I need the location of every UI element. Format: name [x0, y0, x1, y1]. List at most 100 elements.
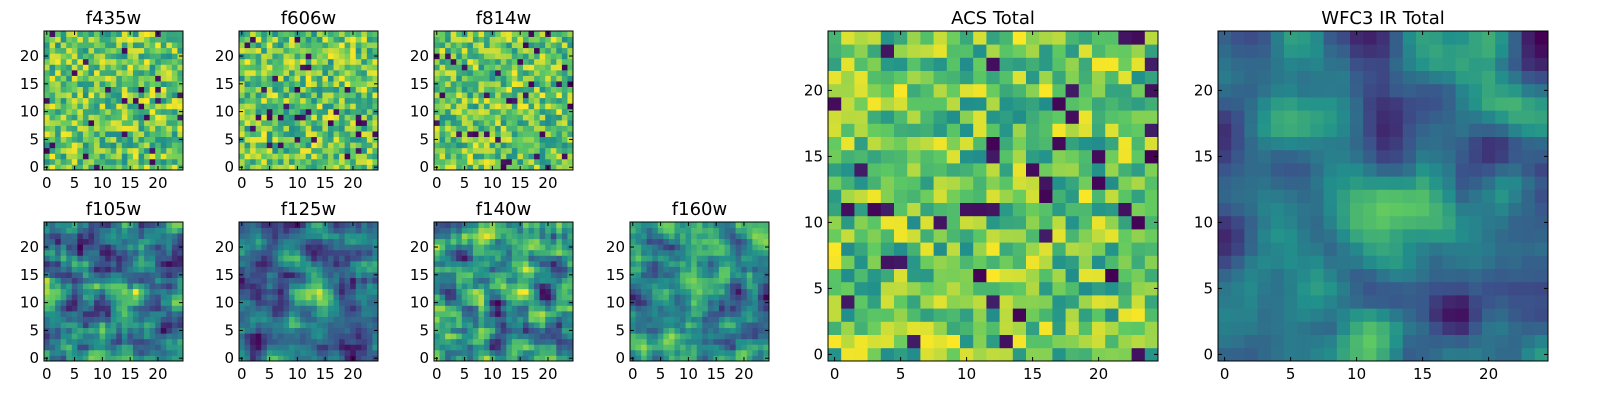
heatmap-cell — [267, 75, 273, 81]
heatmap-cell — [490, 266, 496, 272]
heatmap-cell — [534, 278, 540, 284]
heatmap-cell — [1066, 335, 1080, 349]
heatmap-cell — [133, 70, 139, 76]
heatmap-cell — [473, 250, 479, 256]
heatmap-cell — [166, 75, 172, 81]
heatmap-cell — [562, 339, 568, 345]
heatmap-cell — [881, 229, 895, 243]
heatmap-cell — [462, 305, 468, 311]
heatmap-cell — [55, 350, 61, 356]
heatmap-cell — [490, 305, 496, 311]
heatmap-cell — [311, 244, 317, 250]
heatmap-cell — [894, 321, 908, 335]
heatmap-cell — [127, 48, 133, 54]
heatmap-cell — [545, 48, 551, 54]
heatmap-cell — [534, 159, 540, 165]
heatmap-cell — [647, 339, 653, 345]
heatmap-cell — [1092, 308, 1106, 322]
heatmap-cell — [445, 322, 451, 328]
heatmap-cell — [150, 98, 156, 104]
heatmap-cell — [934, 348, 948, 362]
heatmap-cell — [88, 244, 94, 250]
heatmap-cell — [920, 163, 934, 177]
heatmap-cell — [172, 233, 178, 239]
heatmap-cell — [462, 328, 468, 334]
heatmap-cell — [322, 37, 328, 43]
heatmap-cell — [239, 48, 245, 54]
heatmap-cell — [702, 289, 708, 295]
heatmap-cell — [1026, 176, 1040, 190]
heatmap-cell — [540, 228, 546, 234]
heatmap-cell — [150, 70, 156, 76]
heatmap-cell — [328, 92, 334, 98]
heatmap-cell — [501, 261, 507, 267]
heatmap-cell — [133, 222, 139, 228]
heatmap-cell — [697, 255, 703, 261]
heatmap-cell — [523, 81, 529, 87]
heatmap-cell — [636, 328, 642, 334]
heatmap-cell — [161, 64, 167, 70]
heatmap-cell — [445, 126, 451, 132]
heatmap-cell — [462, 159, 468, 165]
heatmap-cell — [311, 53, 317, 59]
heatmap-cell — [61, 233, 67, 239]
heatmap-cell — [144, 300, 150, 306]
heatmap-cell — [1105, 203, 1119, 217]
heatmap-cell — [111, 75, 117, 81]
heatmap-cell — [367, 222, 373, 228]
heatmap-cell — [1066, 229, 1080, 243]
heatmap-cell — [239, 98, 245, 104]
heatmap-cell — [100, 148, 106, 154]
heatmap-cell — [501, 70, 507, 76]
heatmap-cell — [139, 233, 145, 239]
y-tick-label: 5 — [419, 130, 429, 148]
heatmap-cell — [934, 242, 948, 256]
heatmap-cell — [484, 92, 490, 98]
heatmap-cell — [551, 289, 557, 295]
heatmap-cell — [534, 350, 540, 356]
heatmap-cell — [636, 322, 642, 328]
heatmap-cell — [361, 311, 367, 317]
heatmap-cell — [306, 114, 312, 120]
heatmap-cell — [133, 59, 139, 65]
heatmap-cell — [529, 333, 535, 339]
heatmap-cell — [94, 300, 100, 306]
heatmap-cell — [658, 233, 664, 239]
heatmap-cell — [462, 137, 468, 143]
heatmap-cell — [111, 339, 117, 345]
heatmap-cell — [94, 64, 100, 70]
heatmap-cell — [523, 70, 529, 76]
heatmap-cell — [300, 109, 306, 115]
heatmap-cell — [127, 92, 133, 98]
heatmap-cell — [317, 70, 323, 76]
heatmap-cell — [686, 328, 692, 334]
heatmap-cell — [484, 31, 490, 37]
heatmap-cell — [758, 233, 764, 239]
heatmap-cell — [94, 266, 100, 272]
heatmap-cell — [658, 328, 664, 334]
heatmap-cell — [484, 222, 490, 228]
heatmap-cell — [501, 120, 507, 126]
heatmap-cell — [361, 233, 367, 239]
heatmap-cell — [172, 142, 178, 148]
heatmap-cell — [484, 350, 490, 356]
heatmap-cell — [322, 92, 328, 98]
heatmap-cell — [445, 333, 451, 339]
heatmap-cell — [367, 305, 373, 311]
heatmap-cell — [467, 283, 473, 289]
heatmap-cell — [172, 126, 178, 132]
heatmap-cell — [1013, 321, 1027, 335]
heatmap-cell — [55, 222, 61, 228]
heatmap-cell — [647, 233, 653, 239]
heatmap-cell — [155, 333, 161, 339]
heatmap-cell — [1039, 189, 1053, 203]
heatmap-cell — [451, 322, 457, 328]
heatmap-cell — [105, 142, 111, 148]
heatmap-cell — [456, 250, 462, 256]
heatmap-cell — [267, 81, 273, 87]
heatmap-cell — [467, 222, 473, 228]
heatmap-cell — [680, 305, 686, 311]
heatmap-cell — [551, 53, 557, 59]
heatmap-cell — [947, 321, 961, 335]
